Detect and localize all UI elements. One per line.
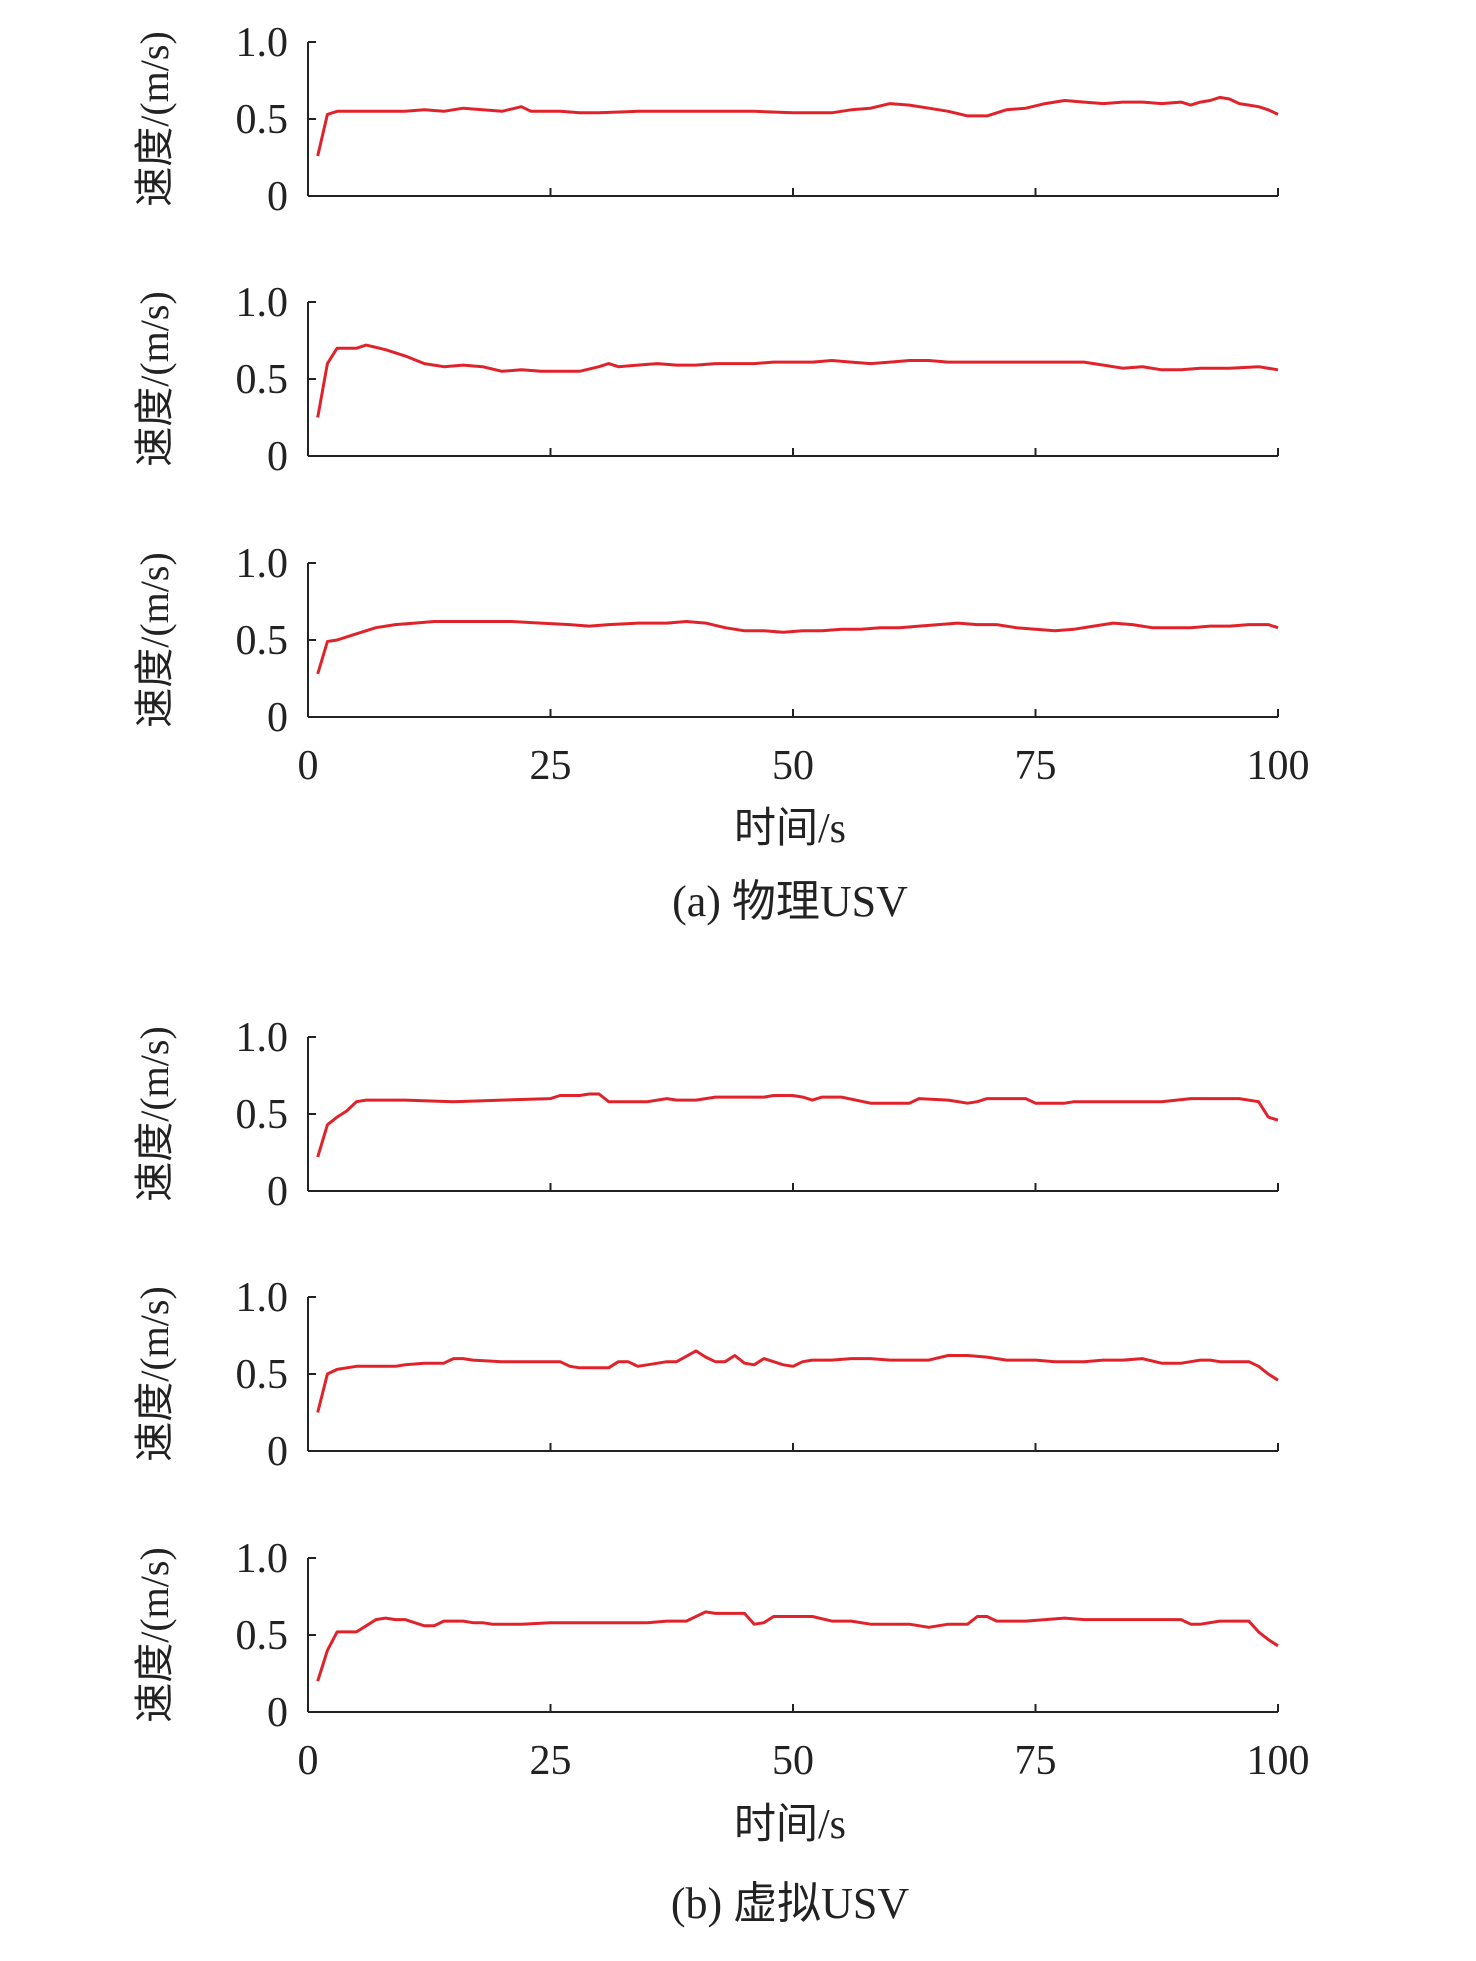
y-tick-label: 0 bbox=[267, 434, 288, 480]
speed-series-line bbox=[316, 1610, 1279, 1682]
y-axis-label: 速度/(m/s) bbox=[132, 552, 177, 728]
plots-layer: 0 0.5 1.0 速度/(m/s) 0 0.5 1.0 速度/(m/s) 0 0.5 1.0 0 25… bbox=[132, 20, 1310, 1784]
y-tick-label: 0 bbox=[267, 1169, 288, 1215]
subplot-3: 0 0.5 1.0 0 25 50 75 100 速度/(m/s) bbox=[132, 541, 1310, 789]
y-tick-label: 0.5 bbox=[236, 1092, 289, 1138]
y-tick-label: 0 bbox=[267, 695, 288, 741]
subplot-2: 0 0.5 1.0 速度/(m/s) bbox=[132, 280, 1279, 480]
y-tick-label: 0 bbox=[267, 1690, 288, 1736]
y-axis-label: 速度/(m/s) bbox=[132, 1026, 177, 1202]
y-tick-label: 1.0 bbox=[236, 1536, 289, 1582]
y-axis-label: 速度/(m/s) bbox=[132, 291, 177, 467]
y-tick-label: 1.0 bbox=[236, 1275, 289, 1321]
y-tick-label: 0.5 bbox=[236, 357, 289, 403]
x-tick-label: 100 bbox=[1247, 1738, 1310, 1784]
y-axis-label: 速度/(m/s) bbox=[132, 1286, 177, 1462]
x-tick-label: 25 bbox=[530, 1738, 572, 1784]
y-axis-label: 速度/(m/s) bbox=[132, 31, 177, 207]
speed-series-line bbox=[316, 95, 1279, 157]
y-tick-label: 0.5 bbox=[236, 97, 289, 143]
x-tick-label: 75 bbox=[1015, 1738, 1057, 1784]
y-tick-label: 0.5 bbox=[236, 1613, 289, 1659]
speed-series-line bbox=[316, 1092, 1279, 1158]
x-tick-label: 0 bbox=[298, 743, 319, 789]
speed-series-line bbox=[316, 343, 1279, 418]
y-tick-label: 0.5 bbox=[236, 618, 289, 664]
speed-series-line bbox=[316, 1349, 1279, 1413]
x-tick-label: 50 bbox=[772, 743, 814, 789]
subplot-6: 0 0.5 1.0 0 25 50 75 100 速度/(m/s) bbox=[132, 1536, 1310, 1784]
y-tick-label: 0.5 bbox=[236, 1352, 289, 1398]
subplot-4: 0 0.5 1.0 速度/(m/s) bbox=[132, 1015, 1279, 1215]
xlabel-a: 时间/s bbox=[734, 806, 846, 852]
caption-b: (b) 虚拟USV bbox=[671, 1879, 910, 1928]
y-tick-label: 1.0 bbox=[236, 280, 289, 326]
x-tick-label: 100 bbox=[1247, 743, 1310, 789]
x-tick-label: 50 bbox=[772, 1738, 814, 1784]
y-tick-label: 1.0 bbox=[236, 541, 289, 587]
x-tick-label: 25 bbox=[530, 743, 572, 789]
caption-a: (a) 物理USV bbox=[672, 877, 908, 926]
y-tick-label: 1.0 bbox=[236, 20, 289, 66]
subplot-1: 0 0.5 1.0 速度/(m/s) bbox=[132, 20, 1279, 220]
xlabel-b: 时间/s bbox=[734, 1802, 846, 1848]
speed-series-line bbox=[316, 620, 1279, 675]
y-tick-label: 0 bbox=[267, 1429, 288, 1475]
x-tick-label: 0 bbox=[298, 1738, 319, 1784]
y-axis-label: 速度/(m/s) bbox=[132, 1547, 177, 1723]
y-tick-label: 0 bbox=[267, 174, 288, 220]
subplot-5: 0 0.5 1.0 速度/(m/s) bbox=[132, 1275, 1279, 1475]
x-tick-label: 75 bbox=[1015, 743, 1057, 789]
y-tick-label: 1.0 bbox=[236, 1015, 289, 1061]
